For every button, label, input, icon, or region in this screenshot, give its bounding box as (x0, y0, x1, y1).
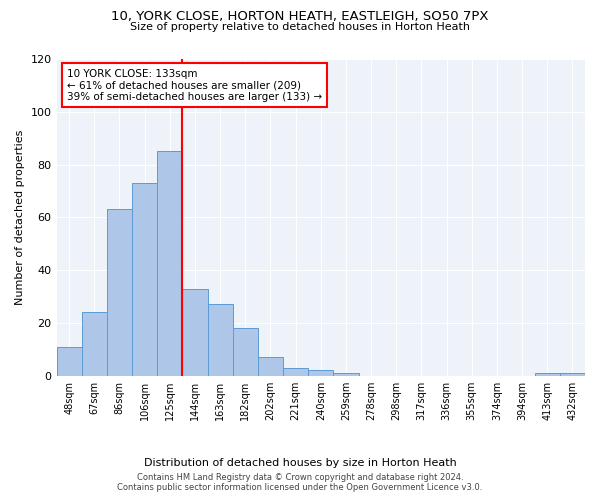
Bar (157, 152, 182, 376)
Bar (56, 346, 82, 376)
Bar (283, 368, 308, 376)
Text: 10 YORK CLOSE: 133sqm
← 61% of detached houses are smaller (209)
39% of semi-det: 10 YORK CLOSE: 133sqm ← 61% of detached … (67, 68, 322, 102)
Bar (233, 328, 258, 376)
Bar (308, 370, 334, 376)
Text: Size of property relative to detached houses in Horton Heath: Size of property relative to detached ho… (130, 22, 470, 32)
Bar (560, 373, 585, 376)
Text: 10, YORK CLOSE, HORTON HEATH, EASTLEIGH, SO50 7PX: 10, YORK CLOSE, HORTON HEATH, EASTLEIGH,… (111, 10, 489, 23)
Bar (258, 358, 283, 376)
Bar (82, 312, 107, 376)
Bar (107, 210, 132, 376)
Bar (208, 304, 233, 376)
Bar (132, 183, 157, 376)
Bar (182, 288, 208, 376)
Text: Contains HM Land Registry data © Crown copyright and database right 2024.
Contai: Contains HM Land Registry data © Crown c… (118, 473, 482, 492)
Text: Distribution of detached houses by size in Horton Heath: Distribution of detached houses by size … (143, 458, 457, 468)
Bar (334, 373, 359, 376)
Bar (535, 373, 560, 376)
Y-axis label: Number of detached properties: Number of detached properties (15, 130, 25, 305)
